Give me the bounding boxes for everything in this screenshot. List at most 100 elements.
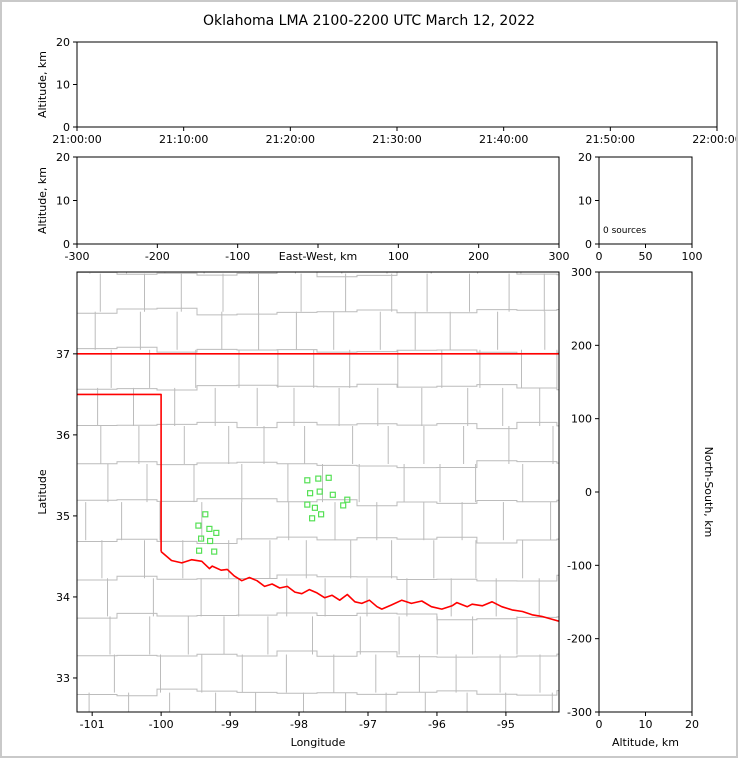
map-layers	[77, 272, 559, 712]
county-line-horizontal	[77, 688, 559, 697]
y-tick-label: -200	[567, 633, 592, 646]
source-marker	[340, 502, 347, 509]
county-line-horizontal	[77, 421, 559, 430]
y-axis-label: Altitude, km	[36, 167, 49, 234]
source-marker	[213, 529, 220, 537]
x-tick-label: 100	[388, 250, 409, 263]
x-tick-label: -96	[428, 718, 446, 731]
x-axis-label: Altitude, km	[612, 736, 679, 749]
x-tick-label: 10	[639, 718, 653, 731]
state-border-line	[77, 393, 162, 552]
source-marker	[207, 537, 214, 545]
state-border-line	[160, 550, 559, 622]
county-line-horizontal	[77, 498, 559, 507]
x-tick-label: -100	[149, 718, 174, 731]
y-tick-label: 0	[63, 121, 70, 134]
x-tick-label: 0	[596, 250, 603, 263]
state-borders	[77, 353, 559, 622]
source-marker	[206, 525, 213, 533]
y-tick-label: 10	[56, 79, 70, 92]
y-axis-label: North-South, km	[702, 447, 715, 538]
x-tick-label: 22:00:00	[692, 133, 738, 146]
source-marker	[316, 488, 323, 495]
source-marker	[304, 501, 311, 508]
x-tick-label: 20	[685, 718, 699, 731]
x-tick-label: -97	[359, 718, 377, 731]
panel-time_height: 21:00:00 21:10:00 21:20:00 21:30:00 21:40:00…	[36, 36, 738, 146]
x-tick-label: 100	[682, 250, 703, 263]
x-tick-label: -200	[145, 250, 170, 263]
y-tick-label: 0	[585, 238, 592, 251]
panel-border	[76, 41, 718, 128]
y-tick-label: 300	[571, 266, 592, 279]
y-tick-label: 35	[56, 510, 70, 523]
county-line-horizontal	[77, 460, 559, 469]
x-tick-label: 200	[468, 250, 489, 263]
county-line-horizontal	[77, 650, 559, 658]
county-line-horizontal	[77, 574, 559, 582]
county-line-horizontal	[77, 383, 559, 391]
x-tick-label: -300	[65, 250, 90, 263]
x-tick-label: 21:10:00	[159, 133, 208, 146]
county-line-horizontal	[77, 272, 559, 278]
source-marker	[309, 515, 316, 522]
source-marker	[195, 522, 202, 529]
x-axis-label: East-West, km	[279, 250, 357, 263]
y-tick-label: 20	[56, 151, 70, 164]
county-line-horizontal	[77, 536, 559, 544]
y-tick-label: 20	[56, 36, 70, 49]
y-tick-label: 200	[571, 339, 592, 352]
y-tick-label: 37	[56, 348, 70, 361]
x-tick-label: -98	[290, 718, 308, 731]
y-tick-label: 36	[56, 429, 70, 442]
source-marker	[211, 548, 218, 555]
x-tick-label: 21:20:00	[266, 133, 315, 146]
y-tick-label: -300	[567, 706, 592, 719]
y-tick-label: 20	[578, 151, 592, 164]
y-tick-label: 10	[56, 195, 70, 208]
x-axis-label: Longitude	[291, 736, 346, 749]
panel-ns_height: 0 10 20 -300 -200 -100 0 100 200 300 Altitude, km N…	[567, 266, 715, 749]
x-tick-label: -100	[225, 250, 250, 263]
source-marker	[311, 504, 318, 511]
y-tick-label: 34	[56, 591, 70, 604]
panel-border	[598, 271, 693, 713]
x-tick-label: 0	[596, 718, 603, 731]
source-marker	[304, 477, 311, 484]
county-line-horizontal	[77, 307, 559, 316]
x-tick-label: 21:30:00	[372, 133, 421, 146]
lma-sources	[195, 474, 351, 555]
panel-border	[76, 156, 560, 245]
x-tick-label: -101	[80, 718, 105, 731]
source-marker	[315, 475, 322, 482]
source-marker	[329, 491, 336, 498]
y-tick-label: 0	[63, 238, 70, 251]
y-tick-label: 33	[56, 672, 70, 685]
y-tick-label: 10	[578, 195, 592, 208]
x-tick-label: 21:00:00	[52, 133, 101, 146]
x-tick-label: -99	[221, 718, 239, 731]
y-tick-label: -100	[567, 559, 592, 572]
x-tick-label: -95	[497, 718, 515, 731]
source-marker	[325, 474, 332, 481]
x-tick-label: 300	[549, 250, 570, 263]
x-tick-label: 50	[639, 250, 653, 263]
county-boundaries	[77, 272, 559, 712]
source-marker	[202, 511, 209, 518]
chart-title: Oklahoma LMA 2100-2200 UTC March 12, 202…	[202, 13, 536, 29]
source-marker	[198, 535, 205, 542]
source-marker	[344, 496, 351, 503]
source-count-annotation: 0 sources	[603, 226, 646, 236]
x-tick-label: 21:50:00	[586, 133, 635, 146]
y-tick-label: 100	[571, 413, 592, 426]
source-marker	[307, 490, 314, 497]
panel-alt_histogram: 0 50 100 0 10 20 0 sources	[578, 151, 703, 263]
panel-plan_view: -101 -100 -99 -98 -97 -96 -95 33 34 35 36 37 Longitu…	[36, 271, 560, 749]
source-marker	[318, 511, 325, 518]
panel-ew_height: -300 -200 -100 100 200 300 0 10 20 East-West, km A…	[36, 151, 570, 263]
y-tick-label: 0	[585, 486, 592, 499]
x-tick-label: 21:40:00	[479, 133, 528, 146]
y-axis-label: Latitude	[36, 469, 49, 515]
